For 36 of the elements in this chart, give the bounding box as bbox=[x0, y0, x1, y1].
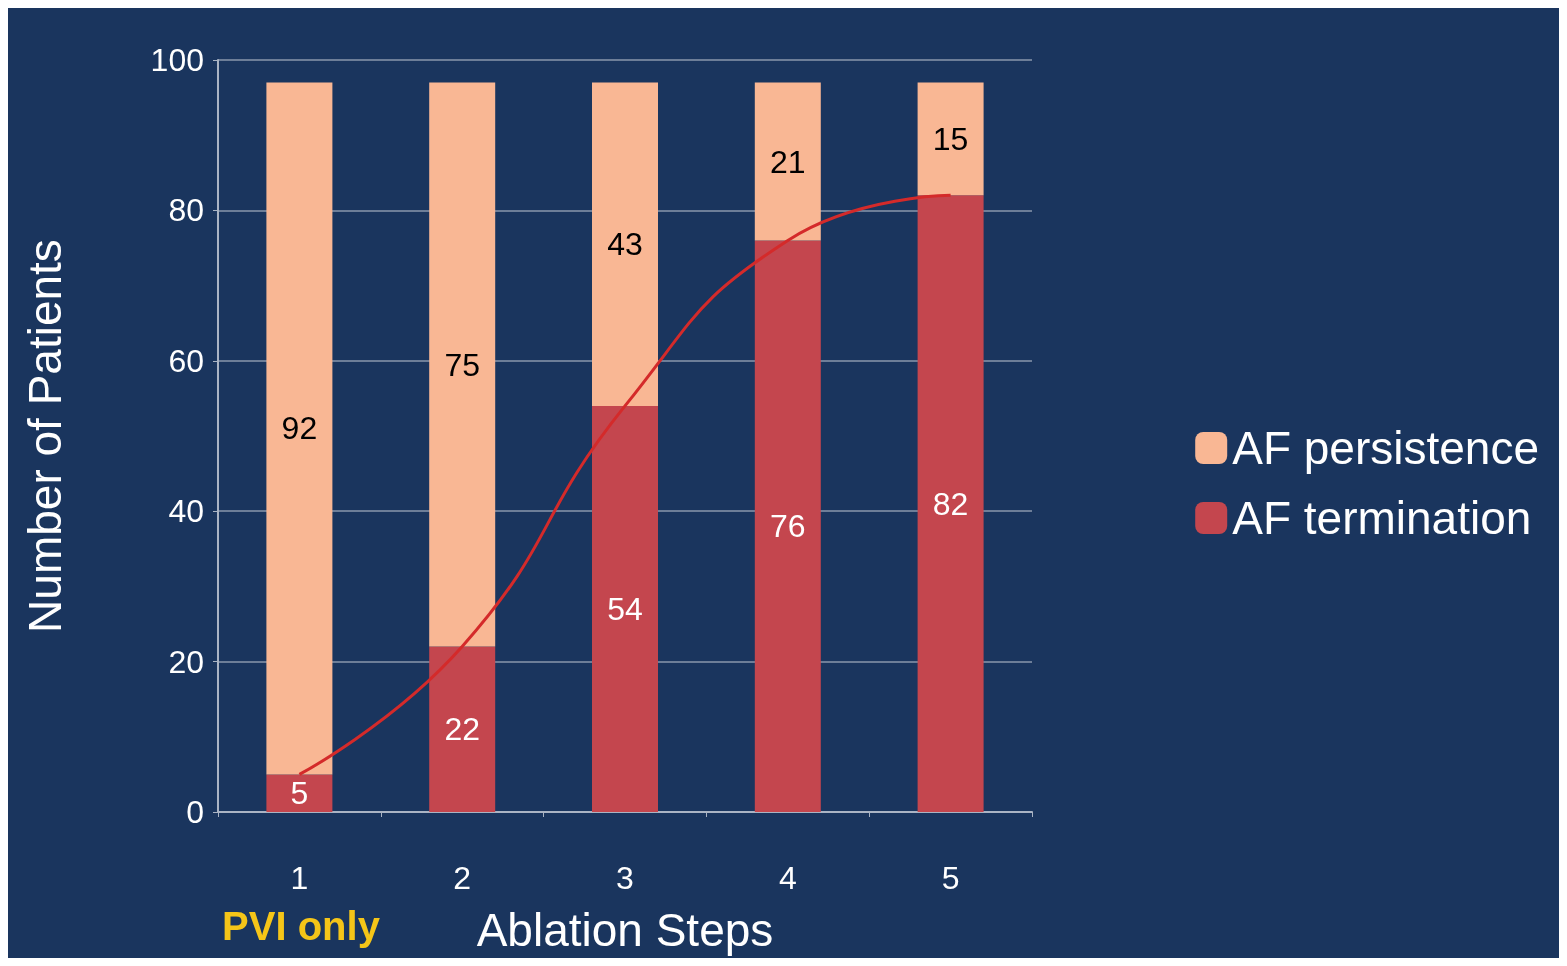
y-tick-label: 40 bbox=[168, 493, 204, 530]
bar bbox=[754, 82, 821, 241]
bar bbox=[592, 405, 658, 812]
bar bbox=[266, 774, 333, 812]
data-label: 75 bbox=[444, 346, 480, 383]
legend-label: AF persistence bbox=[1232, 422, 1539, 474]
x-tick-label: 5 bbox=[941, 860, 960, 896]
data-label: 82 bbox=[932, 485, 969, 522]
x-tick-label: 2 bbox=[453, 860, 472, 896]
y-tick-label: 0 bbox=[186, 794, 204, 830]
legend-label: AF termination bbox=[1232, 492, 1532, 544]
text: PVI only bbox=[222, 904, 381, 948]
data-label: 54 bbox=[607, 590, 643, 627]
x-tick-label: 1 bbox=[290, 860, 309, 896]
x-axis-title: Ablation Steps bbox=[476, 904, 774, 956]
bar bbox=[917, 82, 984, 196]
data-label: 22 bbox=[444, 711, 480, 748]
bar bbox=[754, 240, 821, 812]
data-label: 21 bbox=[770, 143, 806, 180]
data-label: 43 bbox=[607, 226, 643, 263]
y-tick-label: 60 bbox=[168, 342, 204, 379]
data-label: 15 bbox=[932, 120, 969, 157]
bar bbox=[592, 82, 658, 406]
bar bbox=[429, 82, 496, 647]
bar bbox=[917, 195, 984, 812]
data-label: 5 bbox=[290, 775, 309, 812]
y-tick-label: 20 bbox=[168, 643, 204, 680]
y-tick-label: 80 bbox=[168, 192, 204, 229]
y-tick-label: 100 bbox=[150, 42, 204, 78]
y-axis-title: Number of Patients bbox=[19, 239, 71, 633]
x-tick-label: 4 bbox=[778, 860, 797, 896]
x-tick-label: 3 bbox=[616, 860, 634, 896]
data-label: 76 bbox=[770, 508, 806, 545]
bar bbox=[429, 646, 496, 812]
bar bbox=[266, 82, 333, 775]
data-label: 92 bbox=[281, 410, 318, 447]
